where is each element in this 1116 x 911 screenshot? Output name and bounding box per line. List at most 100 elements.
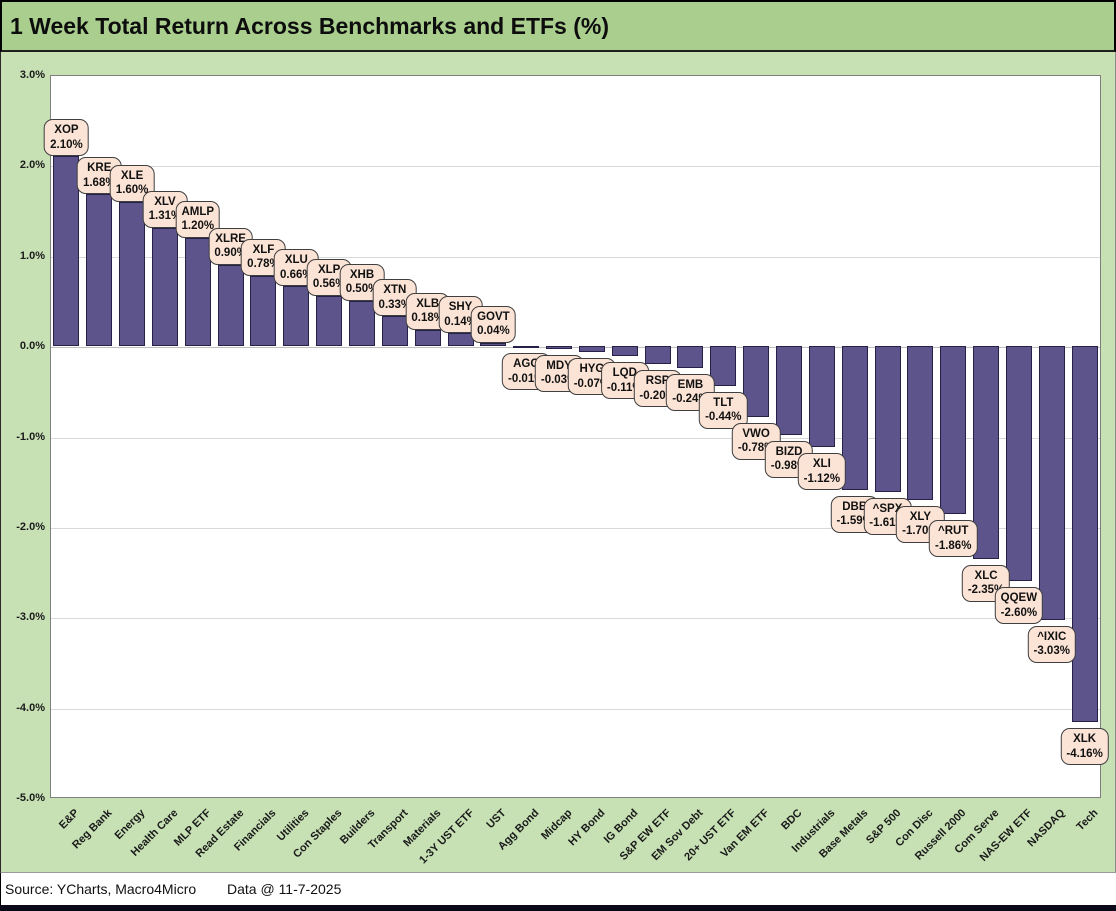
bar-lqd (611, 346, 638, 357)
bar-spx (874, 346, 901, 492)
bar-xle (119, 201, 146, 347)
bar-label-value: 0.78% (247, 258, 280, 271)
bar-label-value: -4.16% (1066, 747, 1103, 760)
bar-label-ticker: GOVT (477, 310, 510, 323)
bar-agg (513, 346, 540, 349)
bar-hyg (578, 346, 605, 353)
bar-label-ticker: RSP (645, 375, 670, 388)
bar-label-value: 1.31% (148, 210, 182, 223)
gridline (51, 437, 1100, 439)
bar-label-ticker: MDY (546, 359, 572, 372)
bar-label-bizd: BIZD -0.98% (764, 440, 814, 478)
bar-label-ticker: XLF (252, 243, 275, 256)
bar-label-value: -3.03% (1033, 645, 1070, 658)
bar-label-ixic: ^IXIC -3.03% (1027, 625, 1076, 663)
bar-xli (808, 346, 835, 448)
gridline (51, 618, 1100, 620)
bar-label-value: -1.86% (934, 539, 972, 552)
bar-label-value: -1.12% (803, 472, 841, 485)
bar-label-xop: XOP 2.10% (44, 119, 89, 157)
bar-xlb (414, 329, 441, 347)
bar-label-ticker: XLU (284, 254, 308, 267)
bar-label-ticker: QQEW (1000, 592, 1038, 605)
bar-label-ticker: XLY (909, 510, 932, 523)
bar-qqew (1005, 346, 1032, 582)
bar-label-value: 0.18% (411, 312, 445, 325)
y-axis-tick: -3.0% (16, 611, 45, 624)
bar-xop (53, 156, 80, 347)
y-axis-tick: -2.0% (16, 520, 45, 533)
source-text: Source: YCharts, Macro4Micro (5, 881, 197, 897)
bar-xtn (381, 316, 408, 347)
bar-label-ticker: LQD (612, 367, 637, 380)
bar-emb (677, 346, 704, 368)
bar-label-ticker: XLRE (215, 232, 246, 245)
bar-label-ticker: XLV (154, 195, 176, 208)
data-date-text: Data @ 11-7-2025 (227, 881, 342, 897)
bar-xlv (151, 227, 178, 347)
gridline (51, 708, 1100, 710)
bar-label-value: 0.14% (444, 315, 477, 328)
bar-label-ticker: XLC (974, 569, 998, 582)
bar-rsp (644, 346, 671, 365)
bar-label-ticker: XLP (317, 263, 341, 276)
bar-label-rut: ^RUT -1.86% (928, 520, 978, 558)
title-banner: 1 Week Total Return Across Benchmarks an… (0, 0, 1116, 52)
bar-mdy (546, 346, 573, 349)
bar-xlk (1071, 346, 1098, 723)
bar-bizd (775, 346, 802, 435)
bar-label-value: 0.04% (477, 325, 510, 337)
bar-label-value: 0.33% (378, 298, 412, 311)
bar-xly (907, 346, 934, 500)
bar-xlp (316, 295, 343, 347)
bar-label-ticker: XLI (812, 458, 831, 471)
bar-label-ticker: XLB (416, 297, 440, 310)
bar-xlf (250, 275, 277, 347)
gridline (51, 166, 1100, 168)
bar-xhb (349, 300, 376, 347)
chart-area: 3.0% 2.0% 1.0% 0.0% -1.0% -2.0% -3.0% -4.0% -5.0… (0, 52, 1116, 872)
footer: Source: YCharts, Macro4Micro Data @ 11-7… (0, 872, 1116, 905)
bar-label-ticker: XOP (54, 124, 79, 137)
bar-label-ticker: ^SPX (872, 502, 903, 515)
y-axis-tick: -4.0% (16, 701, 45, 714)
y-axis-tick: -5.0% (16, 792, 45, 804)
bar-label-ticker: EMB (677, 378, 704, 391)
bar-xlre (217, 264, 244, 347)
bar-label-ticker: AMLP (181, 205, 215, 218)
bar-label-value: 0.66% (280, 268, 313, 281)
y-axis-tick: 3.0% (19, 69, 45, 81)
bar-label-value: -0.44% (705, 411, 742, 424)
bar-label-qqew: QQEW -2.60% (994, 587, 1044, 625)
bar-label-ticker: HYG (579, 363, 605, 376)
bar-label-ticker: BIZD (775, 445, 803, 458)
bar-label-ticker: TLT (713, 396, 734, 409)
bar-kre (86, 194, 113, 347)
zero-gridline (51, 347, 1100, 349)
bar-label-ticker: XHB (349, 268, 375, 281)
bar-vwo (743, 346, 770, 417)
chart-title: 1 Week Total Return Across Benchmarks an… (10, 12, 610, 39)
bar-label-ticker: ^RUT (938, 525, 969, 538)
bar-rut (940, 346, 967, 515)
bar-label-value: 0.90% (214, 247, 247, 260)
y-axis-tick: -1.0% (16, 430, 45, 443)
gridline (51, 256, 1100, 258)
bar-label-value: 1.68% (82, 176, 116, 189)
gridline (51, 527, 1100, 529)
y-axis-tick: 0.0% (19, 340, 45, 353)
bottom-accent-bar (0, 905, 1116, 911)
y-axis-tick: 2.0% (19, 159, 45, 172)
bar-label-value: -2.60% (1000, 606, 1038, 619)
bar-label-ticker: SHY (448, 301, 473, 314)
y-axis-tick: 1.0% (19, 249, 45, 262)
bar-label-ticker: KRE (87, 162, 112, 175)
bar-xlc (973, 346, 1000, 559)
bar-label-ticker: ^IXIC (1037, 630, 1067, 643)
bar-label-ticker: XLE (120, 169, 144, 182)
bar-amlp (184, 237, 211, 347)
bar-tlt (710, 346, 737, 386)
bar-label-ticker: DBB (842, 500, 868, 513)
bar-label-xle: XLE 1.60% (109, 164, 155, 202)
bar-label-ticker: XLK (1073, 733, 1097, 746)
